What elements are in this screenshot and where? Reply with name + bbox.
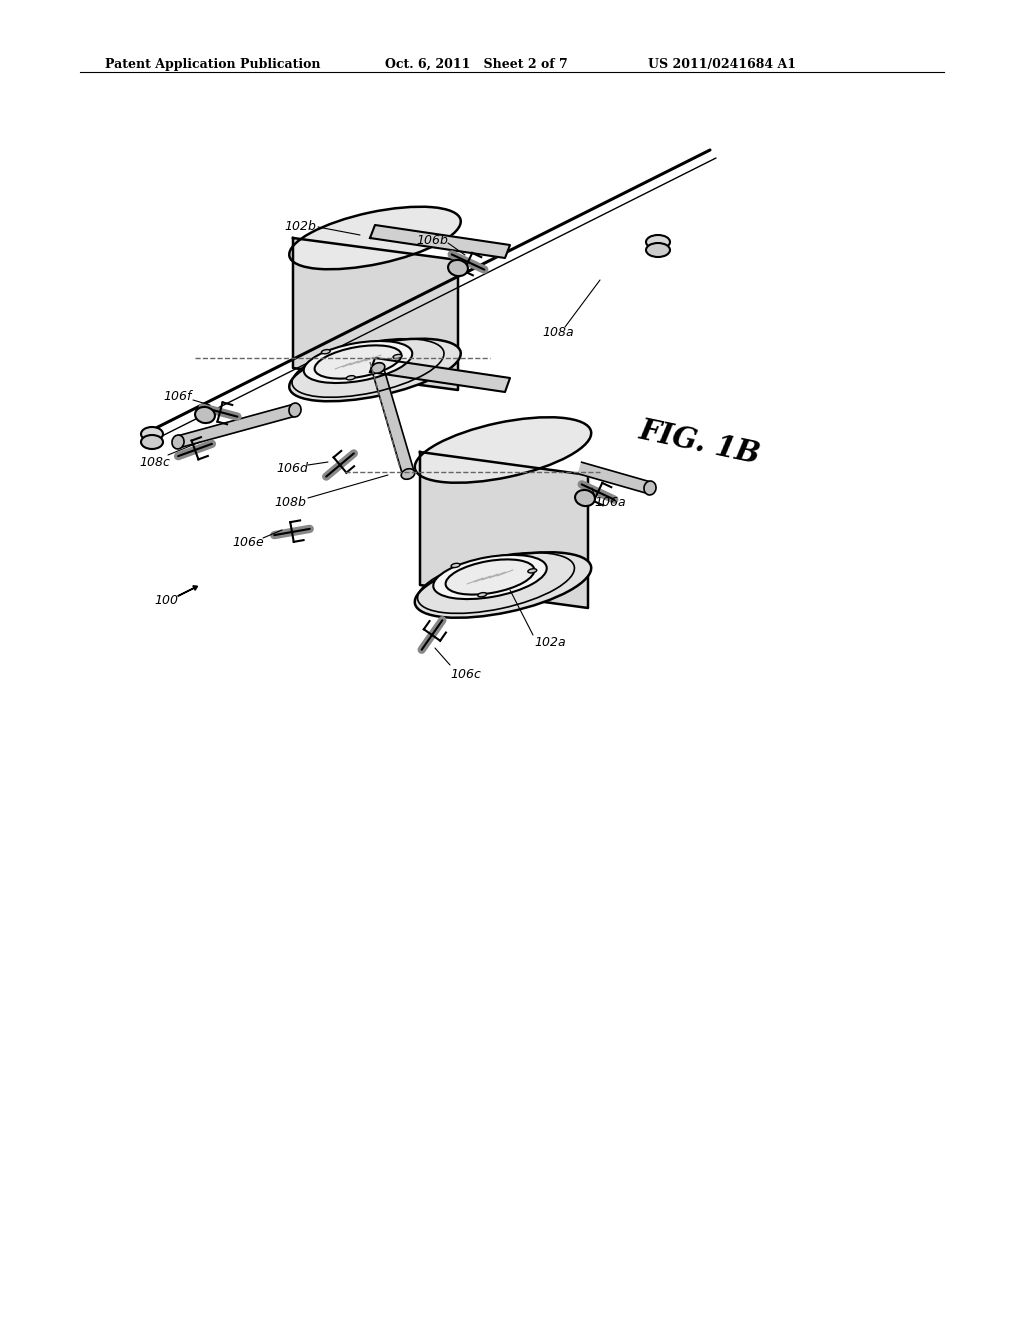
Polygon shape xyxy=(293,238,458,389)
Ellipse shape xyxy=(304,341,413,383)
Text: 106c: 106c xyxy=(451,668,481,681)
Ellipse shape xyxy=(527,569,537,573)
Ellipse shape xyxy=(433,554,547,599)
Ellipse shape xyxy=(575,490,595,506)
Ellipse shape xyxy=(195,407,215,424)
Ellipse shape xyxy=(289,207,461,269)
Ellipse shape xyxy=(141,436,163,449)
Text: 102a: 102a xyxy=(535,635,566,648)
Text: 106d: 106d xyxy=(276,462,308,474)
Ellipse shape xyxy=(401,469,415,479)
Ellipse shape xyxy=(393,354,401,359)
Ellipse shape xyxy=(141,426,163,441)
Ellipse shape xyxy=(322,350,331,354)
FancyArrow shape xyxy=(178,586,198,597)
Ellipse shape xyxy=(449,260,468,276)
Ellipse shape xyxy=(478,593,486,597)
Ellipse shape xyxy=(289,403,301,417)
Ellipse shape xyxy=(346,376,355,380)
Polygon shape xyxy=(420,451,588,609)
Ellipse shape xyxy=(172,436,184,449)
Polygon shape xyxy=(370,224,510,257)
Text: 108a: 108a xyxy=(542,326,573,338)
Ellipse shape xyxy=(415,552,591,618)
Ellipse shape xyxy=(289,339,461,401)
Ellipse shape xyxy=(445,560,535,594)
Ellipse shape xyxy=(452,564,460,568)
Ellipse shape xyxy=(314,346,401,379)
Text: 106b: 106b xyxy=(416,234,447,247)
Ellipse shape xyxy=(372,363,385,374)
Polygon shape xyxy=(579,462,651,494)
Polygon shape xyxy=(176,404,297,447)
Ellipse shape xyxy=(644,480,656,495)
Text: 106e: 106e xyxy=(232,536,264,549)
Ellipse shape xyxy=(646,243,670,257)
Text: 100: 100 xyxy=(154,594,178,606)
Text: 106f: 106f xyxy=(164,391,193,404)
Text: 108c: 108c xyxy=(139,455,170,469)
Text: Oct. 6, 2011   Sheet 2 of 7: Oct. 6, 2011 Sheet 2 of 7 xyxy=(385,58,567,71)
Text: Patent Application Publication: Patent Application Publication xyxy=(105,58,321,71)
Ellipse shape xyxy=(415,417,591,483)
Text: FIG. 1B: FIG. 1B xyxy=(637,414,763,469)
Text: 102b: 102b xyxy=(284,220,316,234)
Polygon shape xyxy=(370,358,510,392)
Text: 108b: 108b xyxy=(274,495,306,508)
Ellipse shape xyxy=(646,235,670,249)
Text: US 2011/0241684 A1: US 2011/0241684 A1 xyxy=(648,58,796,71)
Polygon shape xyxy=(373,368,414,474)
Text: 106a: 106a xyxy=(594,495,626,508)
